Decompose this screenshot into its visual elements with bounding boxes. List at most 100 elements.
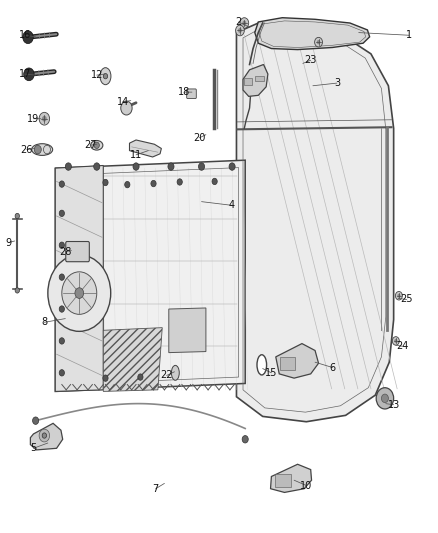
Polygon shape <box>255 18 370 50</box>
Circle shape <box>34 146 41 154</box>
Text: 19: 19 <box>27 114 39 124</box>
Circle shape <box>65 163 71 170</box>
Text: 4: 4 <box>229 200 235 211</box>
Ellipse shape <box>171 366 179 380</box>
Circle shape <box>168 163 174 170</box>
Text: 11: 11 <box>130 150 142 160</box>
Circle shape <box>125 181 130 188</box>
Text: 17: 17 <box>18 69 31 79</box>
Circle shape <box>121 101 132 115</box>
Text: 24: 24 <box>396 341 409 351</box>
FancyBboxPatch shape <box>66 241 89 262</box>
Circle shape <box>48 255 111 332</box>
Bar <box>280 357 295 370</box>
Polygon shape <box>130 140 161 157</box>
Circle shape <box>103 179 108 185</box>
Circle shape <box>240 18 249 28</box>
Circle shape <box>42 116 47 122</box>
Circle shape <box>133 163 139 170</box>
Circle shape <box>151 180 156 187</box>
Text: 23: 23 <box>304 55 317 65</box>
Text: 9: 9 <box>6 238 12 247</box>
Circle shape <box>396 292 403 300</box>
Text: 5: 5 <box>30 443 36 453</box>
Text: 26: 26 <box>21 144 33 155</box>
Circle shape <box>94 163 100 170</box>
Text: 22: 22 <box>160 370 173 381</box>
Circle shape <box>62 272 97 314</box>
Ellipse shape <box>257 355 267 375</box>
Circle shape <box>229 163 235 170</box>
Circle shape <box>173 373 178 379</box>
Circle shape <box>32 417 39 424</box>
Circle shape <box>15 213 19 219</box>
Circle shape <box>198 163 205 170</box>
Text: 6: 6 <box>329 362 336 373</box>
Circle shape <box>376 387 394 409</box>
Circle shape <box>43 146 50 154</box>
Text: 14: 14 <box>117 96 129 107</box>
Ellipse shape <box>100 68 111 85</box>
Bar <box>244 78 252 85</box>
Polygon shape <box>103 328 162 391</box>
Text: 7: 7 <box>152 484 159 494</box>
Circle shape <box>59 210 64 216</box>
Text: 25: 25 <box>400 294 413 304</box>
Circle shape <box>59 369 64 376</box>
Circle shape <box>125 106 128 110</box>
Circle shape <box>80 248 85 255</box>
Text: 20: 20 <box>193 133 205 143</box>
Text: 15: 15 <box>265 368 278 378</box>
Circle shape <box>381 394 389 402</box>
Circle shape <box>242 435 248 443</box>
Text: 16: 16 <box>18 30 31 41</box>
Circle shape <box>39 112 49 125</box>
Polygon shape <box>169 308 206 353</box>
Polygon shape <box>55 160 245 391</box>
Circle shape <box>103 74 108 79</box>
Circle shape <box>15 288 19 293</box>
Bar <box>255 76 264 82</box>
Circle shape <box>314 37 322 47</box>
Polygon shape <box>271 464 311 492</box>
Circle shape <box>59 338 64 344</box>
Circle shape <box>103 375 108 381</box>
Text: 2: 2 <box>236 17 242 27</box>
Ellipse shape <box>32 144 53 156</box>
Text: 27: 27 <box>84 140 96 150</box>
Text: 28: 28 <box>59 247 71 256</box>
Circle shape <box>94 142 99 149</box>
Polygon shape <box>243 64 268 96</box>
Circle shape <box>42 433 46 438</box>
FancyBboxPatch shape <box>187 89 196 99</box>
Circle shape <box>392 337 399 345</box>
Text: 8: 8 <box>41 317 47 327</box>
Circle shape <box>317 40 320 44</box>
Polygon shape <box>30 423 63 450</box>
Polygon shape <box>237 22 394 422</box>
Circle shape <box>69 248 74 255</box>
Circle shape <box>75 288 84 298</box>
Polygon shape <box>55 165 103 391</box>
Circle shape <box>59 242 64 248</box>
Circle shape <box>397 294 400 297</box>
Circle shape <box>177 179 182 185</box>
Bar <box>275 474 291 487</box>
Circle shape <box>23 31 33 44</box>
Circle shape <box>59 306 64 312</box>
Circle shape <box>59 274 64 280</box>
Text: 12: 12 <box>91 70 103 80</box>
Circle shape <box>242 21 246 26</box>
Circle shape <box>236 25 244 36</box>
Circle shape <box>24 68 34 80</box>
Text: 13: 13 <box>388 400 400 410</box>
Text: 3: 3 <box>334 78 340 88</box>
Polygon shape <box>276 344 318 378</box>
Circle shape <box>39 429 49 442</box>
Circle shape <box>59 181 64 187</box>
Circle shape <box>212 178 217 184</box>
Text: 10: 10 <box>300 481 312 490</box>
Circle shape <box>238 28 242 33</box>
Ellipse shape <box>91 141 103 150</box>
Circle shape <box>138 374 143 380</box>
